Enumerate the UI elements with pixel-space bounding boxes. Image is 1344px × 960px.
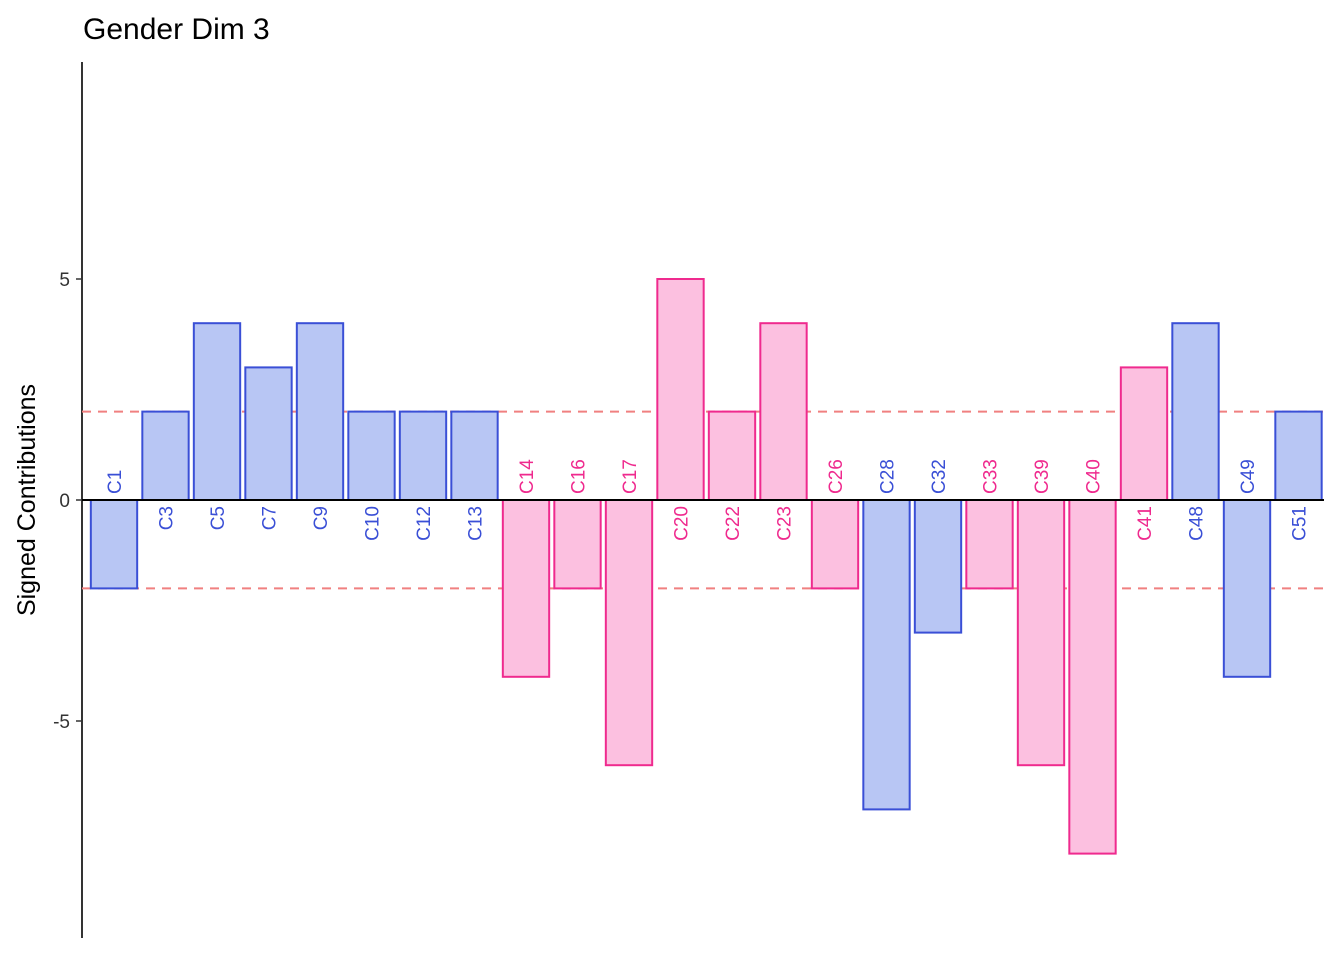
bar-c7 bbox=[244, 366, 293, 501]
bar-label: C51 bbox=[1290, 506, 1311, 541]
bar-c3 bbox=[141, 410, 190, 502]
bar-c40 bbox=[1068, 499, 1117, 855]
bar-label: C3 bbox=[157, 506, 178, 530]
y-axis-ticks: 5 0 -5 bbox=[53, 270, 82, 733]
bar-label: C16 bbox=[569, 459, 590, 494]
bar-label: C23 bbox=[775, 506, 796, 541]
bar-label: C22 bbox=[723, 506, 744, 541]
bar-label: C1 bbox=[105, 470, 126, 494]
bar-c5 bbox=[192, 322, 242, 502]
bar-label: C41 bbox=[1135, 506, 1156, 541]
bar-c39 bbox=[1016, 499, 1066, 767]
bar-label: C7 bbox=[260, 506, 281, 530]
chart-title: Gender Dim 3 bbox=[83, 13, 270, 46]
bar-c1 bbox=[89, 499, 139, 590]
bar-c10 bbox=[347, 410, 396, 502]
bar-label: C14 bbox=[517, 459, 538, 494]
y-tick-label: 5 bbox=[59, 270, 70, 291]
bar-label: C48 bbox=[1187, 506, 1208, 541]
bar-c49 bbox=[1222, 499, 1272, 678]
y-tick-label: 0 bbox=[59, 491, 70, 512]
bar-c20 bbox=[656, 278, 705, 501]
bar-label: C49 bbox=[1238, 459, 1259, 494]
y-axis-label: Signed Contributions bbox=[13, 384, 41, 616]
bar-labels: C1 C3 C5 C7 C9 C10 C12 C13 C14 C16 C17 C20 C22 C23 C26… bbox=[105, 459, 1311, 541]
bar-label: C10 bbox=[363, 506, 384, 541]
bar-label: C39 bbox=[1032, 459, 1053, 494]
bar-label: C20 bbox=[672, 506, 693, 541]
bar-c41 bbox=[1119, 366, 1169, 501]
bar-c33 bbox=[965, 499, 1014, 590]
bar-label: C12 bbox=[414, 506, 435, 541]
bar-label: C17 bbox=[620, 459, 641, 494]
bars bbox=[89, 278, 1323, 855]
bar-label: C5 bbox=[208, 506, 229, 530]
bar-c32 bbox=[913, 499, 963, 634]
bar-c22 bbox=[707, 410, 757, 502]
bar-label: C28 bbox=[878, 459, 899, 494]
bar-c14 bbox=[501, 499, 551, 678]
bar-label: C9 bbox=[311, 506, 332, 530]
bar-label: C32 bbox=[929, 459, 950, 494]
bar-c28 bbox=[862, 499, 911, 811]
bar-label: C40 bbox=[1084, 459, 1105, 494]
bar-c17 bbox=[604, 499, 654, 767]
bar-c51 bbox=[1274, 410, 1323, 502]
bar-c16 bbox=[553, 499, 602, 590]
bar-c26 bbox=[810, 499, 860, 590]
bar-c9 bbox=[295, 322, 345, 502]
y-tick-label: -5 bbox=[53, 712, 70, 733]
bar-c12 bbox=[398, 410, 448, 502]
bar-label: C33 bbox=[981, 459, 1002, 494]
bar-label: C26 bbox=[826, 459, 847, 494]
bar-c23 bbox=[759, 322, 808, 502]
bar-c13 bbox=[450, 410, 499, 502]
bar-c48 bbox=[1171, 322, 1220, 502]
bar-label: C13 bbox=[466, 506, 487, 541]
